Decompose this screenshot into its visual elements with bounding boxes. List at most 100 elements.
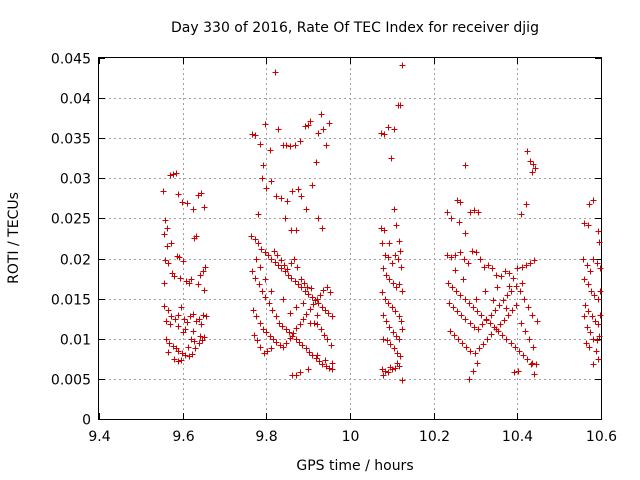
- data-point: [396, 313, 403, 320]
- data-point: [502, 268, 509, 275]
- data-point: [497, 321, 504, 328]
- data-point: [316, 358, 323, 365]
- data-point: [457, 249, 464, 256]
- data-point: [467, 348, 474, 355]
- data-point: [259, 288, 266, 295]
- data-point: [501, 317, 508, 324]
- data-point: [280, 296, 287, 303]
- data-point: [298, 193, 305, 200]
- data-point: [268, 256, 275, 263]
- data-point: [293, 304, 300, 311]
- data-point: [195, 281, 202, 288]
- data-point: [472, 350, 479, 357]
- data-point: [161, 303, 168, 310]
- data-point: [473, 296, 480, 303]
- data-point: [293, 227, 300, 234]
- data-point: [384, 337, 391, 344]
- data-point: [580, 256, 587, 263]
- data-point: [315, 300, 322, 307]
- data-point: [200, 268, 207, 275]
- data-point: [505, 312, 512, 319]
- data-point: [188, 336, 195, 343]
- data-point: [161, 231, 168, 238]
- data-point: [498, 273, 505, 280]
- data-point: [252, 236, 259, 243]
- data-point: [175, 323, 182, 330]
- data-point: [458, 312, 465, 319]
- data-point: [165, 307, 172, 314]
- data-point: [385, 369, 392, 376]
- data-point: [451, 332, 458, 339]
- data-point: [163, 318, 170, 325]
- data-point: [466, 300, 473, 307]
- data-point: [287, 335, 294, 342]
- data-point: [201, 334, 208, 341]
- data-point: [307, 306, 314, 313]
- data-point: [253, 313, 260, 320]
- data-point: [380, 336, 387, 343]
- data-point: [318, 111, 325, 118]
- data-point: [585, 281, 592, 288]
- data-point: [249, 268, 256, 275]
- data-point: [390, 329, 397, 336]
- data-point: [291, 256, 298, 263]
- data-point: [378, 130, 385, 137]
- data-point: [201, 287, 208, 294]
- data-point: [581, 276, 588, 283]
- data-point: [329, 360, 336, 367]
- data-point: [466, 376, 473, 383]
- data-point: [196, 316, 203, 323]
- data-point: [388, 155, 395, 162]
- data-point: [171, 273, 178, 280]
- data-point: [528, 361, 535, 368]
- data-point: [198, 321, 205, 328]
- data-point: [256, 281, 263, 288]
- data-point: [386, 324, 393, 331]
- data-point: [164, 243, 171, 250]
- data-point: [257, 264, 264, 271]
- data-point: [192, 345, 199, 352]
- data-point: [380, 312, 387, 319]
- data-point: [523, 201, 530, 208]
- data-point: [184, 200, 191, 207]
- data-point: [514, 265, 521, 272]
- data-point: [175, 358, 182, 365]
- data-point: [389, 304, 396, 311]
- data-point: [272, 259, 279, 266]
- data-point: [385, 124, 392, 131]
- data-point: [452, 252, 459, 259]
- data-point: [518, 211, 525, 218]
- data-point: [305, 366, 312, 373]
- data-point: [321, 332, 328, 339]
- data-point: [519, 280, 526, 287]
- data-point: [385, 300, 392, 307]
- data-point: [313, 355, 320, 362]
- data-point: [595, 356, 602, 363]
- data-point: [517, 288, 524, 295]
- data-point: [485, 262, 492, 269]
- y-tick-label: 0.025: [51, 212, 91, 228]
- data-point: [595, 296, 602, 303]
- data-point: [200, 312, 207, 319]
- data-point: [310, 301, 317, 308]
- data-point: [462, 230, 469, 237]
- data-point: [253, 256, 260, 263]
- data-point: [275, 262, 282, 269]
- data-point: [496, 302, 503, 309]
- data-point: [470, 304, 477, 311]
- data-point: [467, 320, 474, 327]
- data-point: [279, 323, 286, 330]
- x-tick-label: 10.6: [586, 429, 617, 445]
- data-point: [529, 360, 536, 367]
- data-point: [173, 170, 180, 177]
- data-point: [461, 256, 468, 263]
- data-point: [167, 321, 174, 328]
- grid-lines: [99, 58, 601, 419]
- data-point: [251, 332, 258, 339]
- data-point: [504, 292, 511, 299]
- data-point: [306, 349, 313, 356]
- data-point: [178, 357, 185, 364]
- data-point: [168, 313, 175, 320]
- data-point: [190, 206, 197, 213]
- data-point: [268, 288, 275, 295]
